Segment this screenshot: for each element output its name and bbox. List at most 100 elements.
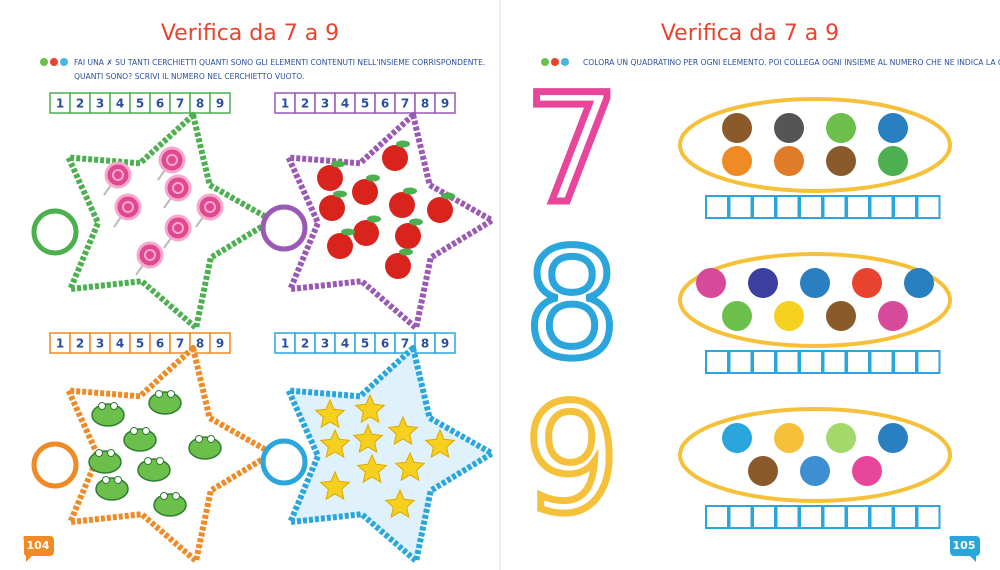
color-box	[869, 350, 894, 374]
object-picture	[774, 423, 804, 453]
number-label: 1	[56, 337, 64, 351]
big-numeral: 9	[524, 373, 619, 547]
set-oval	[678, 252, 952, 348]
frog	[88, 450, 122, 474]
color-box	[728, 505, 753, 529]
number-label: 6	[156, 337, 164, 351]
number-label: 6	[381, 97, 389, 111]
number-label: 8	[196, 97, 204, 111]
number-cell	[209, 92, 231, 114]
object-picture	[774, 146, 804, 176]
apple-leaf	[409, 218, 423, 226]
color-box	[822, 505, 847, 529]
color-box	[916, 505, 941, 529]
frog-eye	[172, 492, 180, 500]
frog	[188, 436, 222, 460]
object-picture	[774, 301, 804, 331]
page-badge	[949, 536, 980, 562]
number-cell	[434, 92, 456, 114]
number-label: 4	[116, 97, 124, 111]
color-box	[705, 350, 729, 374]
smiley-star	[387, 415, 419, 446]
object-picture	[826, 113, 856, 143]
object-picture	[826, 423, 856, 453]
object-picture	[852, 456, 882, 486]
set-outline	[285, 345, 495, 564]
color-box	[775, 505, 800, 529]
object-picture	[722, 113, 752, 143]
lollipop-swirl	[144, 249, 156, 261]
smiley-star	[319, 428, 351, 459]
set-outline	[65, 345, 275, 564]
page-badge	[23, 536, 54, 562]
dot	[541, 58, 549, 66]
frog-eye	[155, 390, 163, 398]
number-label: 2	[301, 97, 309, 111]
number-label: 4	[341, 337, 349, 351]
apple-leaf	[367, 215, 381, 223]
color-box	[799, 350, 823, 374]
number-label: 5	[361, 337, 369, 351]
color-box	[752, 505, 776, 529]
object-picture	[722, 146, 752, 176]
color-box	[705, 195, 729, 219]
frog-eye	[102, 476, 110, 484]
color-box	[728, 195, 753, 219]
instruction: COLORA UN QUADRATINO PER OGNI ELEMENTO. …	[583, 58, 1000, 67]
object-picture	[878, 146, 908, 176]
number-label: 3	[96, 97, 104, 111]
page-number: 104	[27, 539, 50, 552]
number-label: 6	[381, 337, 389, 351]
instruction: FAI UNA ✗ SU TANTI CERCHIETTI QUANTI SON…	[74, 58, 485, 67]
color-box	[752, 350, 776, 374]
color-box	[869, 195, 894, 219]
frog-eye	[156, 457, 164, 465]
frog	[123, 428, 157, 452]
dot	[561, 58, 569, 66]
dot	[50, 58, 58, 66]
number-label: 1	[56, 97, 64, 111]
color-box	[893, 350, 917, 374]
lollipop-swirl	[172, 182, 184, 194]
number-label: 2	[301, 337, 309, 351]
number-label: 3	[96, 337, 104, 351]
color-box	[799, 505, 823, 529]
smiley-star	[354, 393, 386, 424]
answer-circle	[31, 441, 79, 489]
number-cell	[209, 332, 231, 354]
dot	[40, 58, 48, 66]
number-label: 5	[136, 337, 144, 351]
apple-leaf	[399, 248, 413, 256]
apple	[395, 223, 421, 249]
frog	[148, 391, 182, 415]
number-label: 6	[156, 97, 164, 111]
color-box	[916, 195, 941, 219]
frog-eye	[195, 435, 203, 443]
number-label: 4	[341, 97, 349, 111]
instruction: QUANTI SONO? SCRIVI IL NUMERO NEL CERCHI…	[74, 72, 304, 81]
answer-circle	[260, 204, 308, 252]
apple-leaf	[366, 174, 380, 182]
number-label: 7	[176, 337, 184, 351]
color-box	[846, 195, 870, 219]
color-box	[893, 195, 917, 219]
apple-leaf	[331, 160, 345, 168]
number-label: 1	[281, 97, 289, 111]
object-picture	[878, 423, 908, 453]
number-cell	[434, 332, 456, 354]
object-picture	[826, 146, 856, 176]
frog	[137, 458, 171, 482]
object-picture	[800, 456, 830, 486]
color-box	[799, 195, 823, 219]
apple	[319, 195, 345, 221]
big-numeral: 8	[524, 218, 619, 392]
number-label: 2	[76, 97, 84, 111]
smiley-star	[352, 423, 384, 454]
color-box	[916, 350, 941, 374]
number-label: 2	[76, 337, 84, 351]
apple	[427, 197, 453, 223]
object-picture	[774, 113, 804, 143]
color-box	[775, 195, 800, 219]
frog-eye	[95, 449, 103, 457]
object-picture	[800, 268, 830, 298]
